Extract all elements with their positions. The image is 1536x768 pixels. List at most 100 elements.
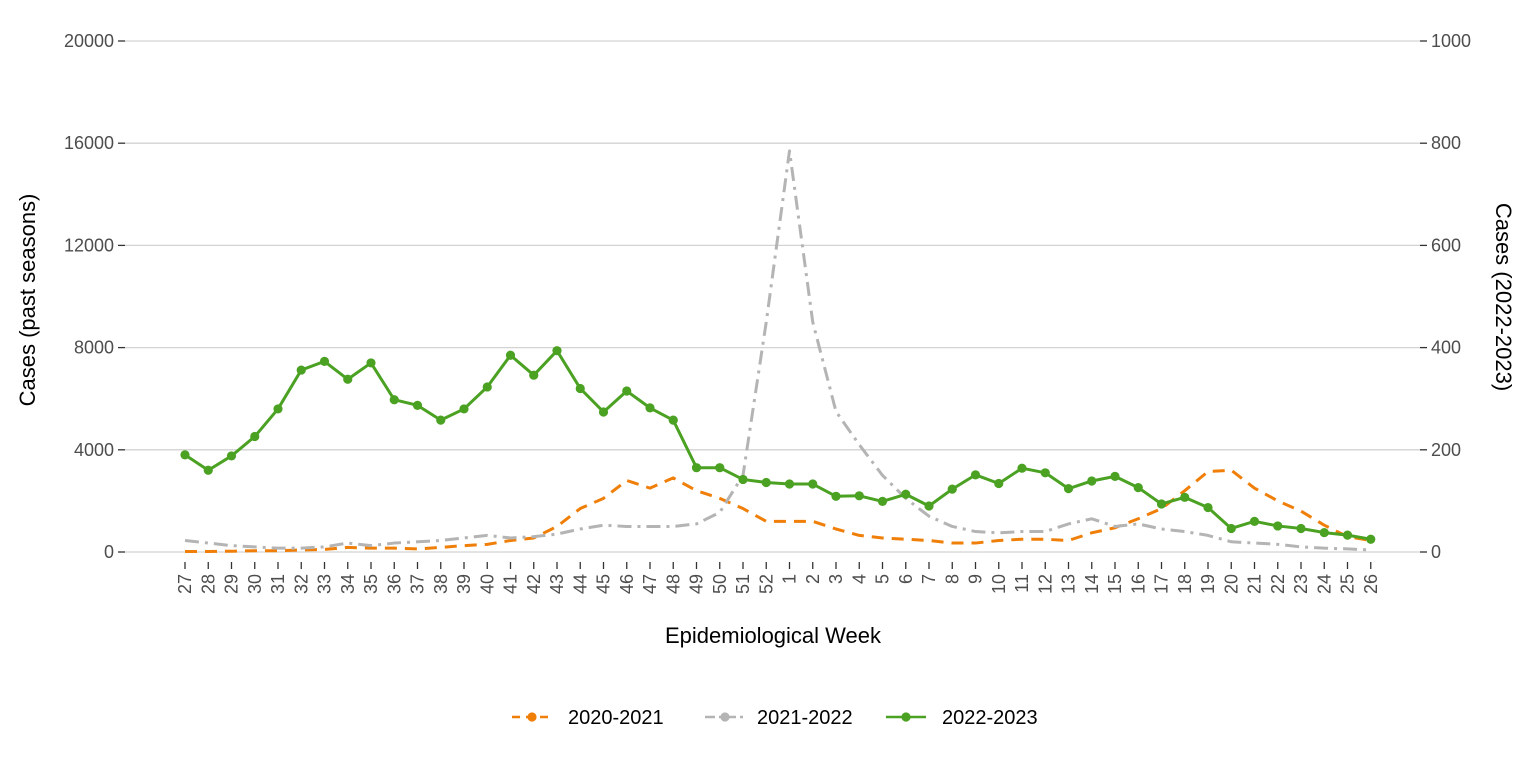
y-left-tick-label: 12000 [64,235,114,255]
x-tick-label: 3 [826,574,846,584]
data-point-2022-2023 [1366,534,1376,544]
data-point-2022-2023 [738,474,748,485]
x-tick-label: 21 [1245,574,1265,594]
x-tick-label: 30 [245,574,265,594]
data-point-2022-2023 [180,450,190,460]
data-point-2022-2023 [970,470,981,480]
x-tick-label: 10 [989,574,1009,594]
legend-marker [720,712,730,722]
x-tick-label: 8 [942,574,962,584]
x-tick-label: 45 [594,574,614,594]
x-tick-label: 20 [1221,574,1241,594]
data-point-2022-2023 [250,431,260,442]
x-tick-label: 23 [1291,574,1311,594]
data-point-2022-2023 [575,383,585,394]
y-left-tick-label: 8000 [74,338,114,358]
data-point-2022-2023 [1203,502,1213,513]
data-point-2022-2023 [784,479,795,489]
data-point-2022-2023 [668,415,678,425]
x-tick-label: 35 [361,574,381,594]
x-tick-label: 24 [1314,574,1334,594]
data-point-2022-2023 [436,415,446,425]
legend-label: 2021-2022 [757,707,853,729]
data-point-2022-2023 [622,386,632,396]
x-tick-label: 44 [570,574,590,594]
x-axis-title: Epidemiological Week [665,623,882,648]
legend: 2020-2021 2021-2022 2022-2023 [512,707,1038,729]
x-tick-label: 11 [1012,574,1032,593]
data-point-2022-2023 [1110,471,1120,481]
x-tick-label: 14 [1082,574,1102,594]
data-point-2022-2023 [877,496,888,507]
data-point-2022-2023 [645,403,655,413]
data-point-2022-2023 [1319,527,1329,538]
data-point-2022-2023 [529,370,539,380]
data-point-2022-2023 [598,407,609,417]
data-point-2022-2023 [319,356,330,366]
series-line-2022-2023 [184,349,1372,541]
legend-marker [527,712,537,722]
y-right-tick-label: 0 [1431,542,1441,562]
data-point-2022-2023 [296,365,306,375]
data-point-2022-2023 [343,374,353,384]
x-tick-label: 2 [803,574,823,584]
x-tick-label: 50 [710,574,730,594]
data-point-2022-2023 [691,463,702,473]
legend-item-2022-2023: 2022-2023 [886,707,1038,729]
x-tick-label: 16 [1128,574,1148,594]
x-tick-label: 46 [617,574,637,594]
data-point-2022-2023 [1063,484,1074,494]
data-point-2022-2023 [1249,516,1260,526]
legend-marker [901,712,911,722]
y-axis-right-title: Cases (2022-2023) [1491,203,1516,391]
x-tick-label: 25 [1338,574,1358,594]
x-tick-label: 48 [663,574,683,594]
x-tick-label: 9 [966,574,986,584]
data-point-2022-2023 [924,501,934,511]
data-point-2022-2023 [1296,523,1306,534]
legend-label: 2022-2023 [942,707,1038,729]
data-point-2022-2023 [366,358,376,368]
legend-label: 2020-2021 [568,707,664,729]
x-tick-label: 29 [222,574,242,594]
data-point-2022-2023 [1133,483,1143,493]
y-right-tick-label: 800 [1431,133,1461,153]
data-point-2022-2023 [808,479,818,489]
x-tick-label: 5 [873,574,893,584]
x-tick-label: 52 [756,574,776,594]
y-right-tick-label: 400 [1431,338,1461,358]
x-tick-label: 6 [896,574,916,584]
x-tick-label: 42 [524,574,544,594]
data-point-2022-2023 [505,350,516,360]
x-tick-label: 27 [175,574,195,594]
data-point-2022-2023 [1180,492,1190,502]
series-line-2021-2022 [184,149,1371,552]
data-point-2022-2023 [412,400,423,410]
data-point-2022-2023 [203,465,213,475]
x-tick-label: 17 [1152,574,1172,594]
data-point-2022-2023 [715,463,725,473]
data-point-2022-2023 [1342,530,1353,540]
data-point-2022-2023 [552,346,562,356]
y-left-tick-label: 20000 [64,31,114,51]
data-point-2022-2023 [947,484,957,494]
series-lines [180,149,1376,553]
x-tick-label: 43 [547,574,567,594]
x-tick-label: 41 [501,574,521,594]
x-tick-label: 47 [640,574,660,594]
x-tick-label: 51 [733,574,753,594]
data-point-2022-2023 [854,491,864,501]
x-tick-label: 18 [1175,574,1195,594]
data-point-2022-2023 [761,477,771,488]
data-point-2022-2023 [482,382,492,392]
x-tick-label: 32 [291,574,311,594]
y-left-tick-label: 16000 [64,133,114,153]
x-tick-label: 38 [431,574,451,594]
data-point-2022-2023 [273,404,283,414]
x-tick-label: 19 [1198,574,1218,594]
x-tick-label: 7 [919,574,939,584]
x-tick-label: 22 [1268,574,1288,594]
x-tick-label: 1 [780,574,800,584]
